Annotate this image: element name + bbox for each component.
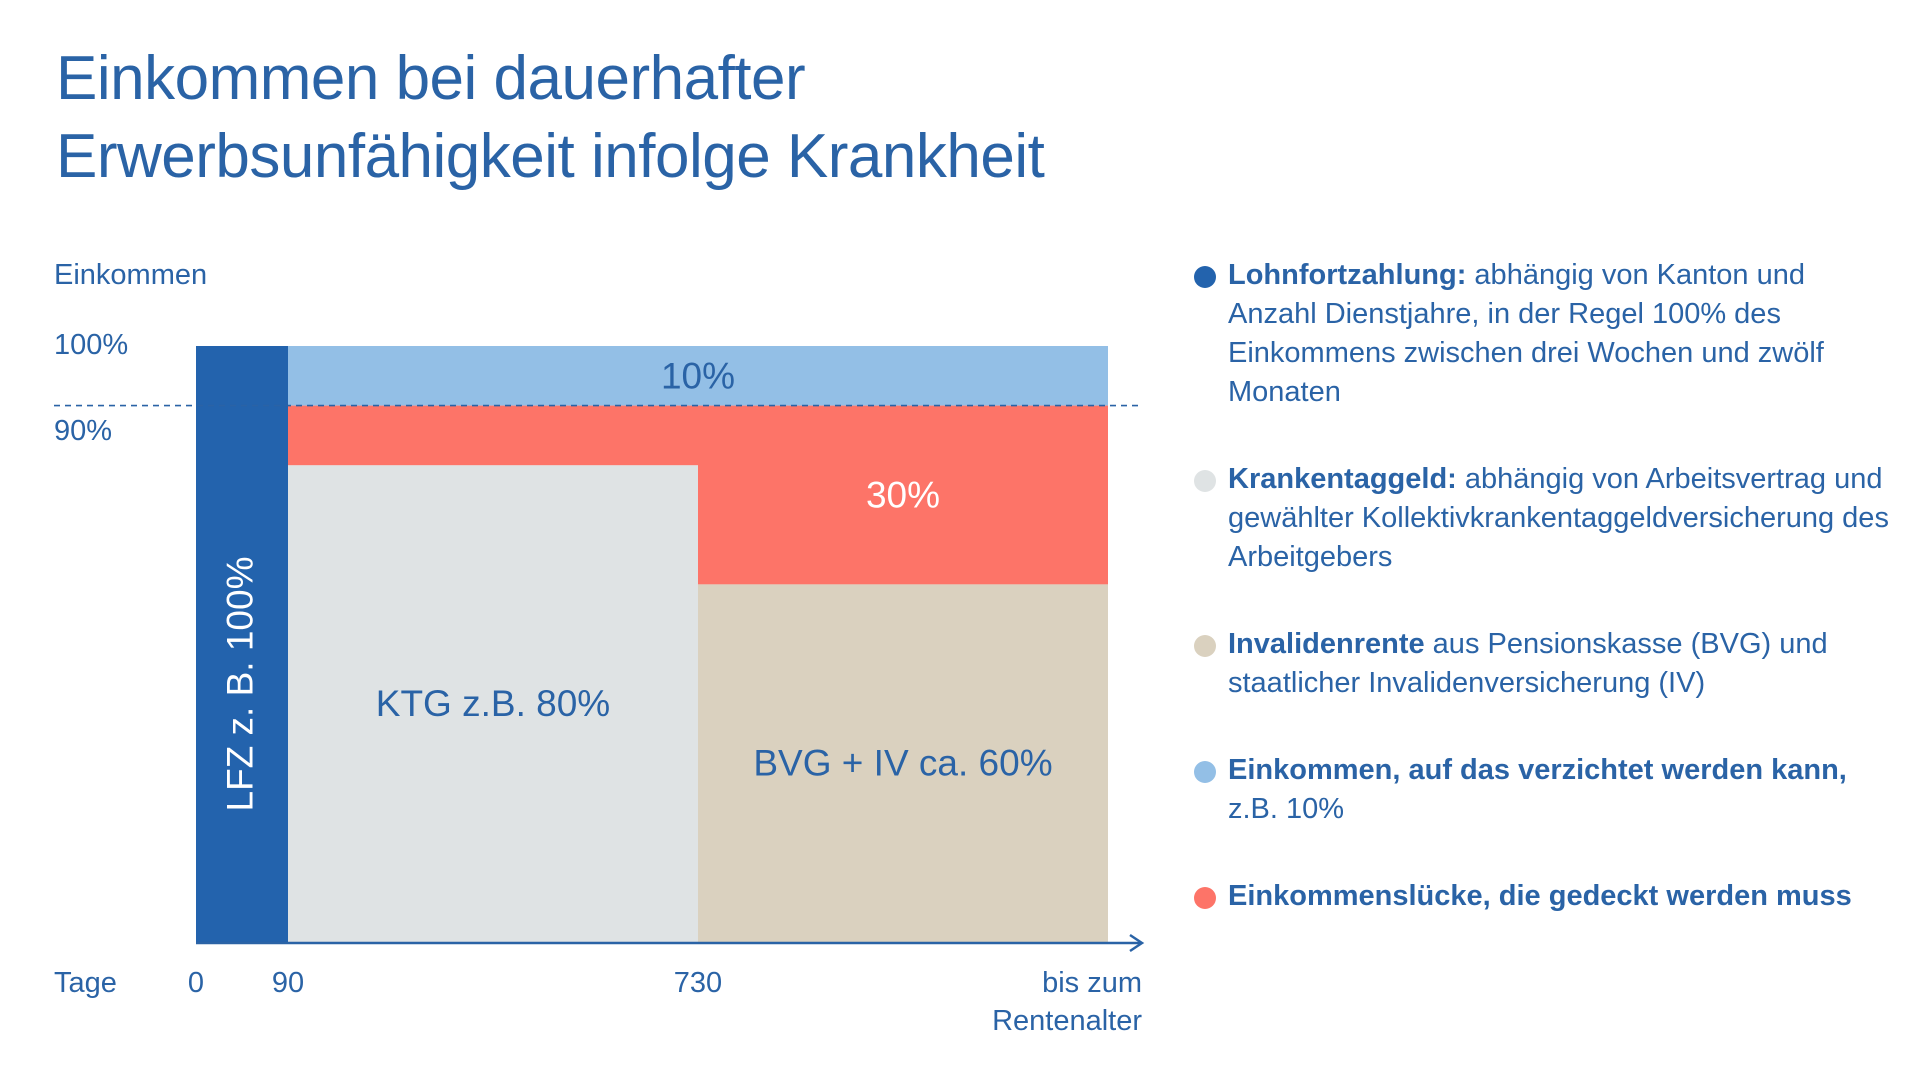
segment-label-ktg: KTG z.B. 80% (376, 683, 610, 724)
income-chart: Einkommen 100% 90% LFZ z. B. 100% 10% KTG … (54, 259, 1145, 1037)
legend-item: Einkommen, auf das verzichtet werden kan… (1194, 751, 1894, 829)
legend-item: Invalidenrente aus Pensionskasse (BVG) u… (1194, 625, 1894, 703)
legend-item-title: Einkommen, auf das verzichtet werden kan… (1228, 754, 1847, 786)
chart-title-line-1: Einkommen bei dauerhafter (56, 44, 806, 113)
legend-item-title: Krankentaggeld: (1228, 463, 1457, 495)
x-tick-label-line: bis zum (1042, 967, 1142, 999)
segment-luecke_ktg (288, 405, 698, 466)
x-tick-label-1: 90 (272, 967, 304, 999)
legend-item-text: abhängig von Arbeitsvertrag und gewählte… (1228, 463, 1889, 573)
legend-item-text: abhängig von Kanton und Anzahl Dienstjah… (1228, 259, 1824, 408)
chart-title: Einkommen bei dauerhafter Erwerbsunfähig… (56, 40, 1045, 196)
segment-label-verzicht: 10% (661, 355, 735, 396)
x-tick-labels: 0 90 730 bis zum Rentenalter (188, 967, 1142, 1037)
chart-title-line-2: Erwerbsunfähigkeit infolge Krankheit (56, 122, 1045, 191)
legend-item-title: Invalidenrente (1228, 628, 1425, 660)
legend-item-text: aus Pensionskasse (BVG) und staatlicher … (1228, 628, 1828, 699)
legend-dot-icon (1194, 470, 1216, 492)
y-tick-label-100: 100% (54, 329, 128, 361)
segment-luecke_bvg (698, 405, 1108, 585)
segment-verzicht (288, 346, 1108, 406)
segment-label-lfz: LFZ z. B. 100% (220, 557, 261, 812)
legend-dot-icon (1194, 635, 1216, 657)
legend-dot-icon (1194, 266, 1216, 288)
legend-item-text: z.B. 10% (1228, 793, 1345, 825)
segment-lfz (196, 346, 288, 942)
x-axis-label: Tage (54, 967, 117, 999)
x-tick-label-3: bis zum Rentenalter (992, 967, 1142, 1037)
legend-item: Lohnfortzahlung: abhängig von Kanton und… (1194, 256, 1894, 412)
x-axis-arrow (1129, 933, 1145, 953)
chart-segments: LFZ z. B. 100% 10% KTG z.B. 80% 30% BVG + IV… (196, 346, 1108, 942)
x-tick-label-0: 0 (188, 967, 204, 999)
legend: Lohnfortzahlung: abhängig von Kanton und… (1194, 256, 1894, 916)
legend-item-title: Lohnfortzahlung: (1228, 259, 1467, 291)
x-tick-label-line: Rentenalter (992, 1005, 1142, 1037)
y-tick-label-90: 90% (54, 415, 112, 447)
segment-bvg (698, 584, 1108, 942)
segment-label-luecke_bvg: 30% (866, 475, 940, 516)
legend-dot-icon (1194, 761, 1216, 783)
segment-label-bvg: BVG + IV ca. 60% (753, 743, 1052, 784)
legend-item-title: Einkommenslücke, die gedeckt werden muss (1228, 880, 1852, 912)
segment-ktg (288, 465, 698, 942)
x-tick-label-2: 730 (674, 967, 722, 999)
y-axis-label: Einkommen (54, 259, 207, 291)
legend-item: Einkommenslücke, die gedeckt werden muss (1194, 877, 1894, 916)
legend-item: Krankentaggeld: abhängig von Arbeitsvert… (1194, 460, 1894, 577)
legend-dot-icon (1194, 887, 1216, 909)
